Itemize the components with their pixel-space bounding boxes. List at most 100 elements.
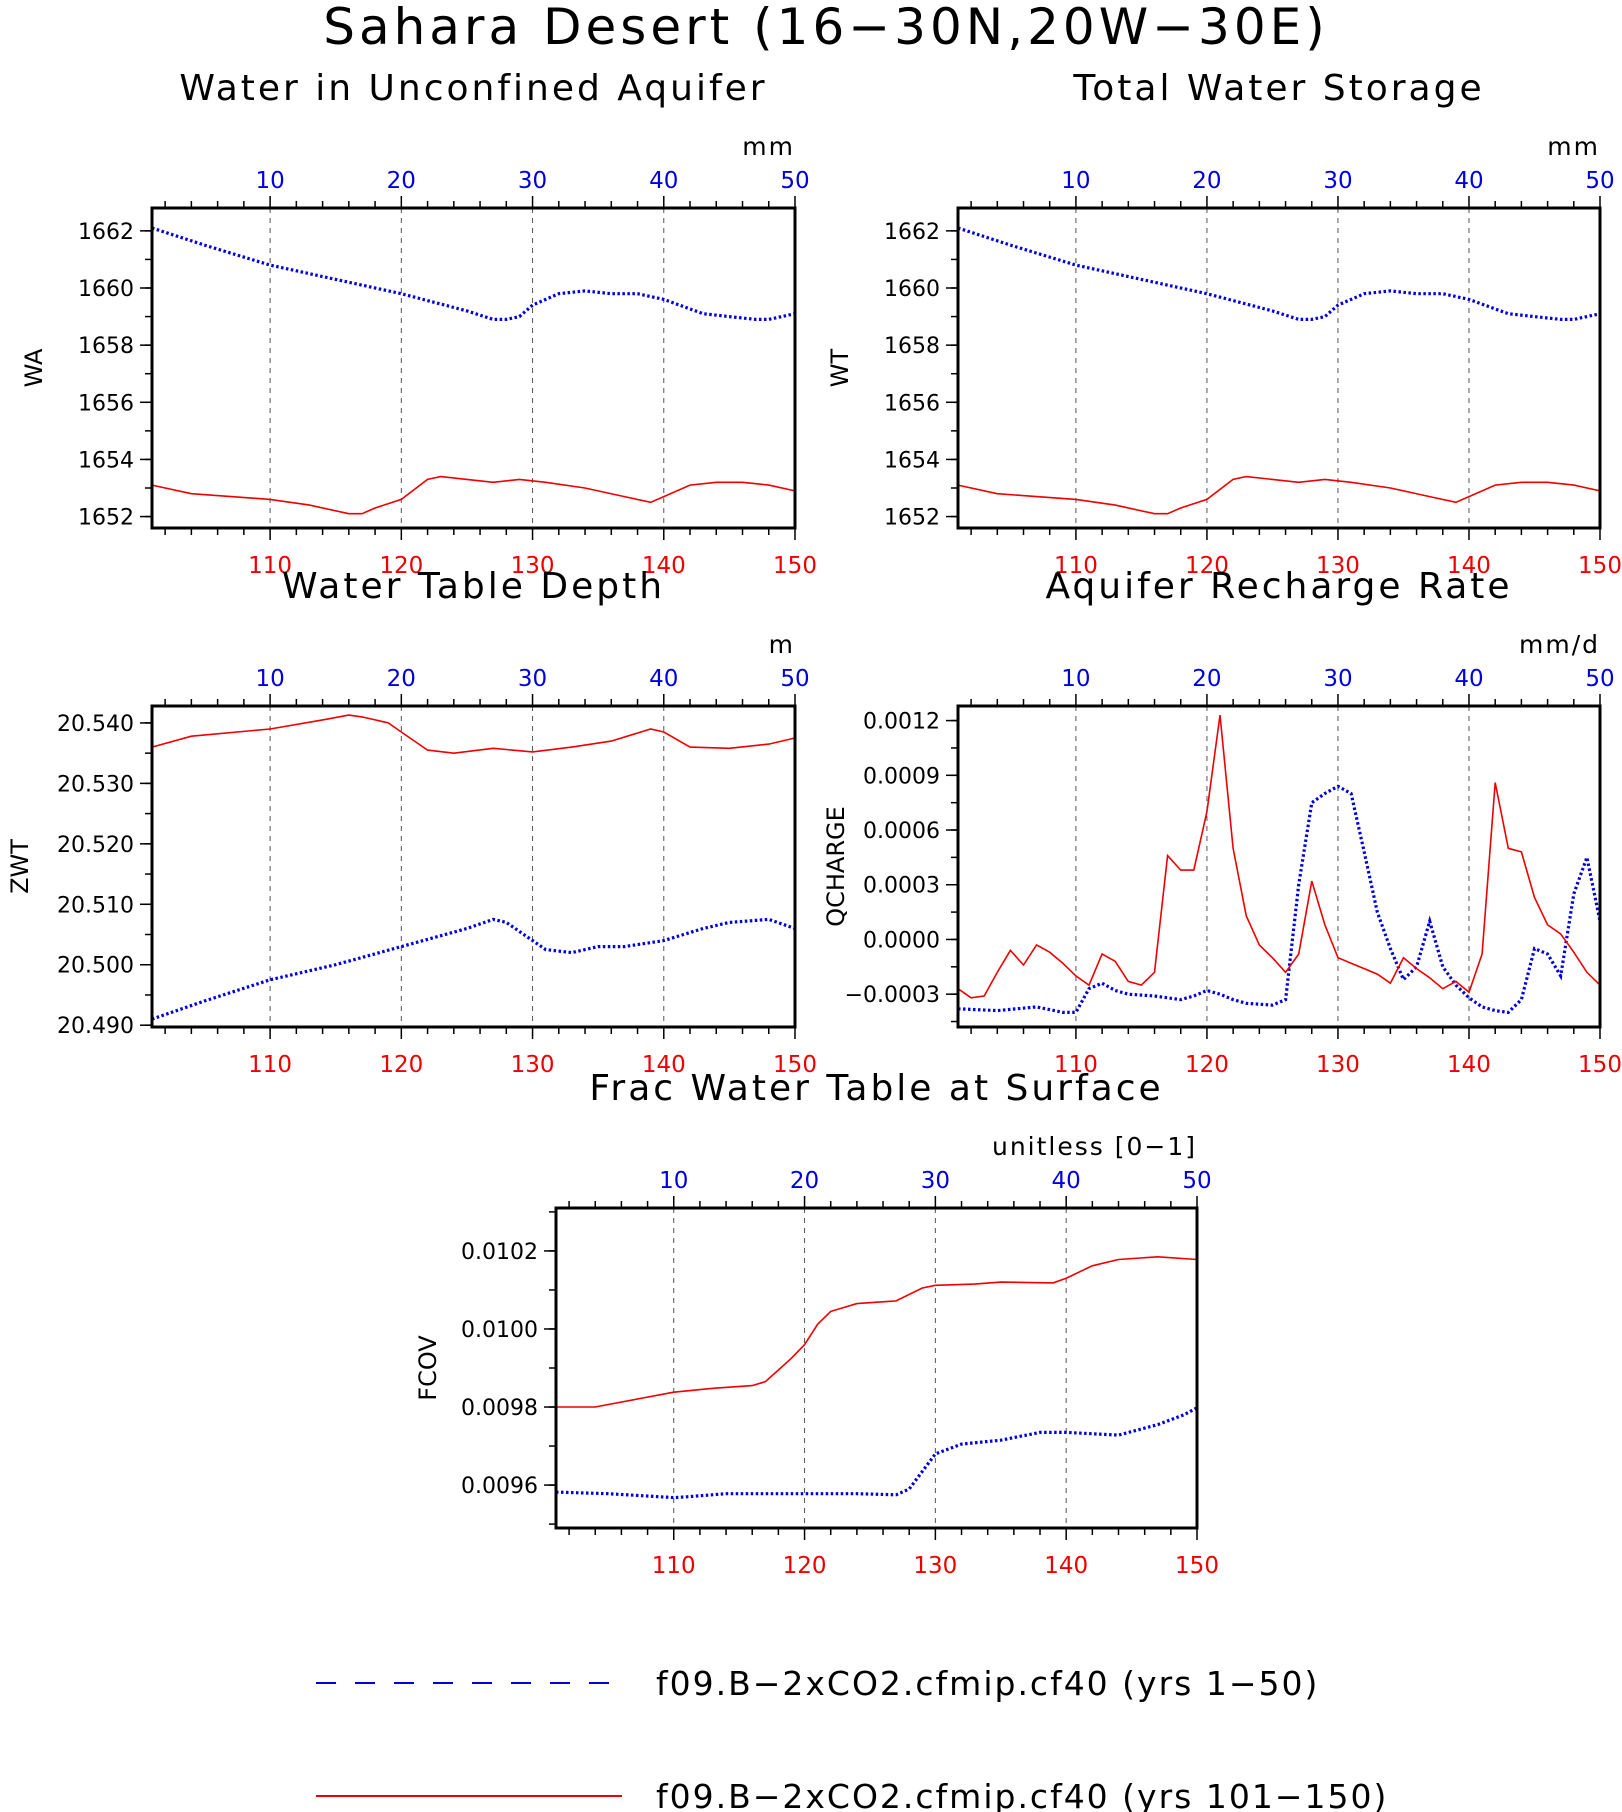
series-line-yrs-101-150 xyxy=(556,1255,1198,1408)
y-tick-label: 20.490 xyxy=(57,1014,134,1039)
series-line-yrs-101-150 xyxy=(957,714,1601,999)
units-label-fcov: unitless [0−1] xyxy=(992,1132,1197,1161)
bottom-tick-label: 150 xyxy=(773,553,817,579)
bottom-tick-label: 110 xyxy=(1054,553,1098,579)
bottom-tick-label: 120 xyxy=(783,1553,827,1579)
plot-frame xyxy=(956,704,1602,1029)
bottom-tick-label: 140 xyxy=(1044,1553,1088,1579)
bottom-tick-label: 140 xyxy=(642,553,686,579)
top-tick-label: 10 xyxy=(659,1168,688,1194)
top-tick-label: 50 xyxy=(1585,168,1614,194)
bottom-tick-label: 130 xyxy=(511,553,555,579)
top-tick-label: 30 xyxy=(518,666,547,692)
series-line-yrs-1-50 xyxy=(151,917,796,1021)
bottom-tick-label: 150 xyxy=(1578,553,1622,579)
units-label-qcharge: mm/d xyxy=(1519,630,1600,659)
y-tick-label: 20.510 xyxy=(57,893,134,918)
legend: f09.B−2xCO2.cfmip.cf40 (yrs 1−50) f09.B−2… xyxy=(316,1664,1388,1812)
top-tick-label: 20 xyxy=(387,666,416,692)
y-tick-label: 0.0012 xyxy=(863,710,940,735)
panel-wa: Water in Unconfined Aquifer mm 10 20 30 40 50 1… xyxy=(20,68,817,579)
y-tick-label: 1652 xyxy=(884,506,940,531)
panel-title-zwt: Water Table Depth xyxy=(282,566,665,607)
y-axis-label-wt: WT xyxy=(826,348,854,387)
top-tick-label: 30 xyxy=(518,168,547,194)
bottom-tick-label: 110 xyxy=(248,553,292,579)
top-tick-label: 30 xyxy=(1323,168,1352,194)
figure-title: Sahara Desert (16−30N,20W−30E) xyxy=(323,0,1329,56)
series-line-yrs-101-150 xyxy=(151,475,796,515)
top-tick-label: 50 xyxy=(780,168,809,194)
y-tick-label: 0.0003 xyxy=(863,874,940,899)
bottom-tick-label: 110 xyxy=(1054,1052,1098,1078)
chart-panels: Water in Unconfined Aquifer mm 10 20 30 40 50 1… xyxy=(6,68,1622,1579)
y-tick-label: 0.0096 xyxy=(461,1474,538,1499)
units-label-zwt: m xyxy=(769,630,795,659)
panel-title-wa: Water in Unconfined Aquifer xyxy=(179,68,767,109)
y-tick-label: 1662 xyxy=(78,220,134,245)
top-tick-label: 50 xyxy=(1585,666,1614,692)
bottom-tick-label: 140 xyxy=(1447,553,1491,579)
y-tick-label: 20.520 xyxy=(57,833,134,858)
bottom-tick-label: 140 xyxy=(642,1052,686,1078)
y-tick-label: 20.540 xyxy=(57,712,134,737)
bottom-tick-label: 120 xyxy=(379,1052,423,1078)
series-line-yrs-1-50 xyxy=(555,1406,1198,1500)
y-axis-label-wa: WA xyxy=(20,348,48,387)
y-tick-label: 1652 xyxy=(78,506,134,531)
top-tick-label: 50 xyxy=(1182,1168,1211,1194)
series-line-yrs-101-150 xyxy=(957,475,1601,515)
y-tick-label: 0.0009 xyxy=(863,764,940,789)
units-label-wa: mm xyxy=(742,132,795,161)
y-tick-label: 1662 xyxy=(884,220,940,245)
top-tick-label: 20 xyxy=(1192,168,1221,194)
top-tick-label: 20 xyxy=(790,1168,819,1194)
top-tick-label: 20 xyxy=(1192,666,1221,692)
series-line-yrs-1-50 xyxy=(151,226,796,321)
top-tick-label: 30 xyxy=(1323,666,1352,692)
y-tick-label: 0.0006 xyxy=(863,819,940,844)
panel-title-fcov: Frac Water Table at Surface xyxy=(589,1068,1163,1109)
top-tick-label: 10 xyxy=(255,666,284,692)
top-tick-label: 10 xyxy=(1061,168,1090,194)
bottom-tick-label: 120 xyxy=(379,553,423,579)
y-tick-label: 0.0000 xyxy=(863,928,940,953)
panel-title-wt: Total Water Storage xyxy=(1072,68,1484,109)
y-tick-label: −0.0003 xyxy=(845,983,940,1008)
y-tick-label: 20.530 xyxy=(57,772,134,797)
y-axis-label-fcov: FCOV xyxy=(414,1335,442,1401)
bottom-tick-label: 140 xyxy=(1447,1052,1491,1078)
panel-zwt: Water Table Depth m 10 20 30 40 50 110 120 130 140… xyxy=(6,566,817,1078)
y-tick-label: 1660 xyxy=(78,277,134,302)
y-axis-label-qcharge: QCHARGE xyxy=(822,806,850,927)
top-tick-label: 40 xyxy=(1454,666,1483,692)
top-tick-label: 10 xyxy=(1061,666,1090,692)
y-tick-label: 1658 xyxy=(78,334,134,359)
bottom-tick-label: 110 xyxy=(248,1052,292,1078)
y-tick-label: 0.0100 xyxy=(461,1318,538,1343)
bottom-tick-label: 130 xyxy=(1316,1052,1360,1078)
panel-title-qcharge: Aquifer Recharge Rate xyxy=(1045,566,1512,607)
y-axis-label-zwt: ZWT xyxy=(6,839,34,894)
y-tick-label: 1656 xyxy=(884,391,940,416)
legend-label-yrs-101-150: f09.B−2xCO2.cfmip.cf40 (yrs 101−150) xyxy=(656,1777,1388,1812)
series-line-yrs-1-50 xyxy=(957,784,1602,1015)
y-tick-label: 1660 xyxy=(884,277,940,302)
bottom-tick-label: 130 xyxy=(1316,553,1360,579)
bottom-tick-label: 110 xyxy=(652,1553,696,1579)
units-label-wt: mm xyxy=(1547,132,1600,161)
legend-label-yrs-1-50: f09.B−2xCO2.cfmip.cf40 (yrs 1−50) xyxy=(656,1664,1319,1703)
bottom-tick-label: 150 xyxy=(773,1052,817,1078)
bottom-tick-label: 150 xyxy=(1578,1052,1622,1078)
bottom-tick-label: 130 xyxy=(511,1052,555,1078)
top-tick-label: 30 xyxy=(921,1168,950,1194)
bottom-tick-label: 150 xyxy=(1175,1553,1219,1579)
panel-fcov: Frac Water Table at Surface unitless [0−1… xyxy=(414,1068,1219,1579)
y-tick-label: 0.0102 xyxy=(461,1240,538,1265)
top-tick-label: 40 xyxy=(1454,168,1483,194)
y-tick-label: 1656 xyxy=(78,391,134,416)
top-tick-label: 50 xyxy=(780,666,809,692)
series-line-yrs-101-150 xyxy=(151,714,796,755)
